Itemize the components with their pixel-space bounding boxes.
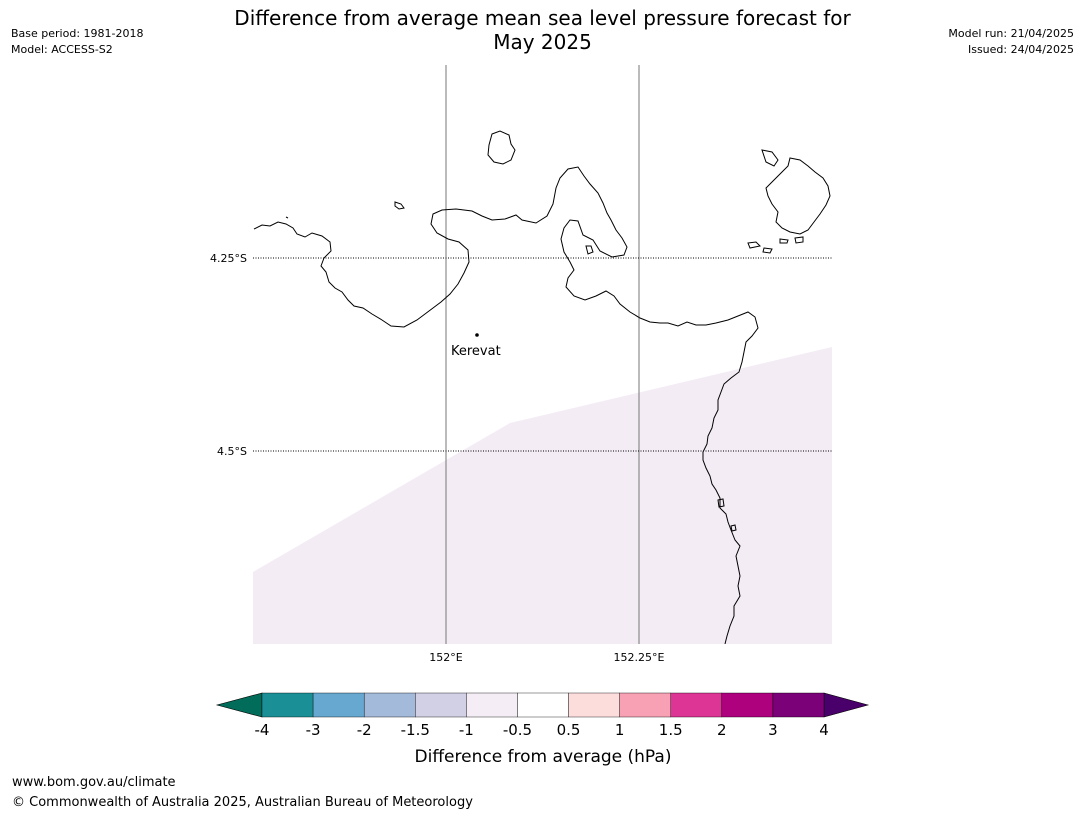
colorbar-swatch bbox=[363, 692, 416, 718]
kerevat-marker bbox=[475, 333, 479, 337]
shaded-region bbox=[253, 347, 832, 644]
colorbar-tick-label: 4 bbox=[819, 721, 829, 739]
colorbar-swatch bbox=[670, 692, 723, 718]
lon-label-152: 152°E bbox=[429, 651, 462, 664]
coastline-islet-ne-2 bbox=[747, 241, 762, 249]
meta-right: Model run: 21/04/2025 Issued: 24/04/2025 bbox=[948, 26, 1074, 58]
colorbar-swatch bbox=[568, 692, 620, 718]
colorbar-tick-label: 0.5 bbox=[557, 721, 581, 739]
colorbar-swatch bbox=[312, 692, 365, 718]
lat-label-4-5: 4.5°S bbox=[217, 445, 247, 458]
colorbar-tick-label: 1.5 bbox=[659, 721, 683, 739]
issued-text: Issued: 24/04/2025 bbox=[967, 43, 1074, 56]
colorbar-title: Difference from average (hPa) bbox=[415, 747, 672, 767]
model-run-text: Model run: 21/04/2025 bbox=[948, 27, 1074, 40]
coastline-islands-northeast bbox=[765, 157, 831, 235]
colorbar-swatch bbox=[772, 692, 825, 718]
coastline-main bbox=[253, 166, 759, 644]
lon-label-152-25: 152.25°E bbox=[614, 651, 665, 664]
coastline-islet-east-2 bbox=[730, 524, 737, 532]
base-period-text: Base period: 1981-2018 bbox=[11, 27, 144, 40]
coastline-islet-ne-6 bbox=[585, 245, 594, 255]
title-line-2: May 2025 bbox=[493, 30, 592, 54]
map-panel: Kerevat bbox=[253, 65, 832, 644]
model-text: Model: ACCESS-S2 bbox=[11, 43, 113, 56]
colorbar-tick-label: -4 bbox=[255, 721, 270, 739]
colorbar-swatch bbox=[466, 692, 518, 718]
colorbar-under-arrow bbox=[215, 692, 263, 718]
colorbar-over-arrow bbox=[823, 692, 870, 718]
colorbar-swatch bbox=[517, 692, 569, 718]
footer-copyright: © Commonwealth of Australia 2025, Austra… bbox=[12, 795, 473, 810]
coastline-dot-west bbox=[285, 216, 289, 219]
colorbar-tick-label: -1.5 bbox=[401, 721, 430, 739]
colorbar-swatch bbox=[415, 692, 467, 718]
footer-website: www.bom.gov.au/climate bbox=[12, 775, 176, 790]
coastline-islet-ne-1 bbox=[761, 149, 779, 167]
coastline-islet-west bbox=[394, 201, 405, 210]
lat-label-4-25: 4.25°S bbox=[210, 252, 247, 265]
colorbar-swatch bbox=[721, 692, 774, 718]
colorbar-tick-label: 3 bbox=[768, 721, 778, 739]
coastline-islet-east-1 bbox=[717, 498, 725, 508]
meta-left: Base period: 1981-2018 Model: ACCESS-S2 bbox=[11, 26, 143, 58]
colorbar-tick-label: -3 bbox=[306, 721, 321, 739]
map-title: Difference from average mean sea level p… bbox=[0, 6, 1085, 54]
coastline-islet-north bbox=[487, 130, 516, 165]
title-line-1: Difference from average mean sea level p… bbox=[234, 6, 851, 30]
coastline-islet-ne-3 bbox=[762, 247, 773, 254]
colorbar: -4 -3 -2 -1.5 -1 -0.5 0.5 1 1.5 2 3 4 bbox=[215, 692, 870, 739]
colorbar-tick-label: 2 bbox=[717, 721, 727, 739]
colorbar-tick-label: -0.5 bbox=[503, 721, 532, 739]
kerevat-label: Kerevat bbox=[451, 344, 501, 359]
colorbar-tick-label: 1 bbox=[615, 721, 625, 739]
coastline-islet-ne-4 bbox=[779, 238, 789, 244]
coastline bbox=[253, 130, 831, 644]
colorbar-swatch bbox=[261, 692, 314, 718]
colorbar-tick-label: -2 bbox=[357, 721, 372, 739]
coastline-islet-ne-5 bbox=[794, 236, 804, 244]
colorbar-swatch bbox=[619, 692, 671, 718]
colorbar-tick-label: -1 bbox=[459, 721, 474, 739]
